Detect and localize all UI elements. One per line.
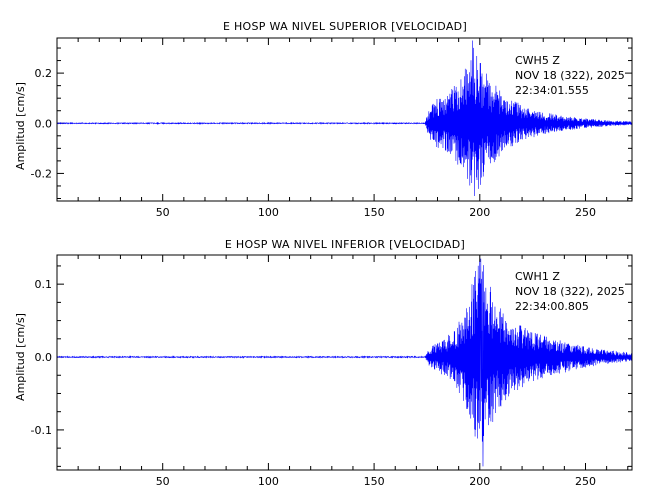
seismic-trace bbox=[56, 258, 633, 467]
x-tick-label: 250 bbox=[575, 475, 596, 488]
trace-layer bbox=[56, 40, 633, 196]
x-tick-label: 250 bbox=[575, 206, 596, 219]
plot-frame bbox=[56, 37, 633, 202]
y-tick-label: -0.2 bbox=[31, 167, 52, 180]
y-axis-label: Amplitud [cm/s] bbox=[14, 82, 27, 170]
station-label: CWH1 Z bbox=[515, 270, 560, 283]
x-tick-label: 200 bbox=[469, 475, 490, 488]
chart-title: E HOSP WA NIVEL INFERIOR [VELOCIDAD] bbox=[225, 238, 465, 251]
y-axis-label: Amplitud [cm/s] bbox=[14, 313, 27, 401]
plot-frame bbox=[56, 254, 633, 471]
y-tick-label: 0.0 bbox=[35, 117, 53, 130]
tick-group: 50 100 150 200 250 -0.1 0.0 0.1 bbox=[31, 255, 632, 488]
y-tick-label: 0.0 bbox=[35, 351, 53, 364]
date-label: NOV 18 (322), 2025 bbox=[515, 69, 625, 82]
time-label: 22:34:01.555 bbox=[515, 84, 589, 97]
x-tick-label: 150 bbox=[364, 475, 385, 488]
chart-title: E HOSP WA NIVEL SUPERIOR [VELOCIDAD] bbox=[223, 20, 467, 33]
x-tick-label: 150 bbox=[364, 206, 385, 219]
panel-inferior: E HOSP WA NIVEL INFERIOR [VELOCIDAD] 50 1… bbox=[14, 238, 633, 488]
x-tick-label: 50 bbox=[156, 206, 170, 219]
station-label: CWH5 Z bbox=[515, 54, 560, 67]
y-tick-label: -0.1 bbox=[31, 424, 52, 437]
seismic-trace bbox=[56, 40, 633, 196]
time-label: 22:34:00.805 bbox=[515, 300, 589, 313]
x-tick-label: 100 bbox=[258, 206, 279, 219]
y-tick-label: 0.2 bbox=[35, 67, 53, 80]
date-label: NOV 18 (322), 2025 bbox=[515, 285, 625, 298]
trace-layer bbox=[56, 258, 633, 467]
y-tick-label: 0.1 bbox=[35, 278, 53, 291]
panel-superior: E HOSP WA NIVEL SUPERIOR [VELOCIDAD] 50 1… bbox=[14, 20, 633, 219]
x-tick-label: 100 bbox=[258, 475, 279, 488]
x-tick-label: 50 bbox=[156, 475, 170, 488]
x-tick-label: 200 bbox=[469, 206, 490, 219]
